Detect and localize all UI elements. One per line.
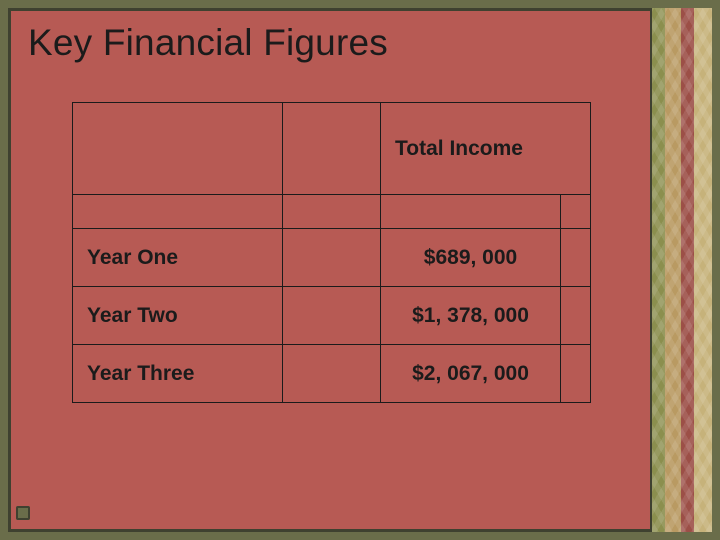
header-empty-2: [283, 103, 381, 195]
row-tail: [561, 229, 591, 287]
row-value: $2, 067, 000: [381, 345, 561, 403]
gap-cell: [283, 195, 381, 229]
gap-cell: [381, 195, 561, 229]
header-empty-1: [73, 103, 283, 195]
row-empty: [283, 345, 381, 403]
slide: Key Financial Figures Total Income Year …: [0, 0, 720, 540]
gap-cell: [73, 195, 283, 229]
table-header-row: Total Income: [73, 103, 591, 195]
table-row: Year Two $1, 378, 000: [73, 287, 591, 345]
financial-table: Total Income Year One $689, 000 Year Two…: [72, 102, 590, 403]
gap-cell: [561, 195, 591, 229]
row-empty: [283, 229, 381, 287]
row-label: Year Three: [73, 345, 283, 403]
slide-title: Key Financial Figures: [28, 22, 630, 64]
row-tail: [561, 345, 591, 403]
bullet-icon: [16, 506, 30, 520]
row-value: $1, 378, 000: [381, 287, 561, 345]
table: Total Income Year One $689, 000 Year Two…: [72, 102, 591, 403]
row-label: Year One: [73, 229, 283, 287]
row-tail: [561, 287, 591, 345]
table-gap-row: [73, 195, 591, 229]
table-row: Year Three $2, 067, 000: [73, 345, 591, 403]
row-empty: [283, 287, 381, 345]
row-value: $689, 000: [381, 229, 561, 287]
header-total-income: Total Income: [381, 103, 591, 195]
decorative-strip: [650, 8, 712, 532]
row-label: Year Two: [73, 287, 283, 345]
table-row: Year One $689, 000: [73, 229, 591, 287]
